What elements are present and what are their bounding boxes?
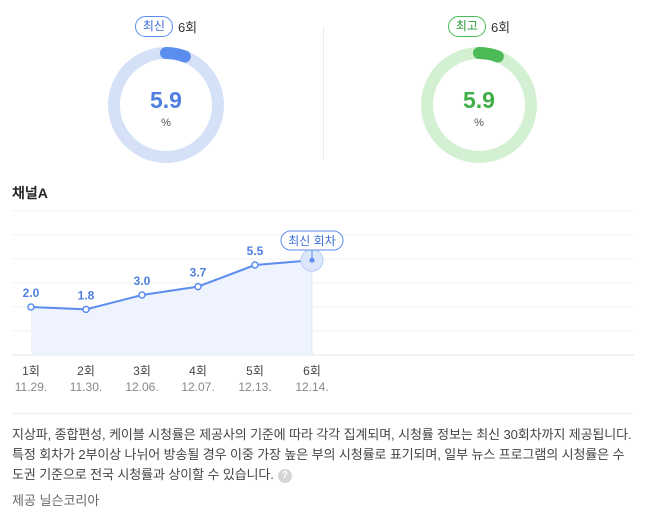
peak-value: 5.9 <box>463 87 495 113</box>
x-tick-label: 2회 <box>77 364 95 378</box>
series-area <box>31 260 312 355</box>
note-divider <box>12 413 634 414</box>
data-label: 3.0 <box>134 274 151 288</box>
latest-rating: 최신 6회 5.9 % <box>66 12 266 167</box>
latest-badge: 최신 <box>134 16 173 37</box>
x-tick-label: 3회 <box>133 364 151 378</box>
x-date-label: 11.29. <box>15 380 47 394</box>
data-provider: 제공 닐슨코리아 <box>12 493 100 508</box>
peak-unit: % <box>474 117 484 129</box>
latest-unit: % <box>161 117 171 129</box>
data-point <box>194 282 202 291</box>
x-tick-label: 6회 <box>303 364 321 378</box>
help-icon[interactable]: ? <box>277 468 292 483</box>
x-tick-label: 5회 <box>246 364 264 378</box>
data-label: 1.8 <box>78 288 95 302</box>
data-point <box>309 257 315 263</box>
data-point <box>82 305 90 314</box>
x-date-label: 12.14. <box>295 380 328 394</box>
data-point <box>251 261 259 269</box>
rating-note: 지상파, 종합편성, 케이블 시청률은 제공사의 기준에 따라 각각 집계되며,… <box>12 425 636 485</box>
x-date-label: 12.13. <box>238 380 271 394</box>
peak-rating: 최고 6회 5.9 % <box>379 12 579 167</box>
latest-episode: 6회 <box>177 20 198 35</box>
latest-ring <box>108 47 224 163</box>
data-label: 2.0 <box>23 286 40 300</box>
latest-value: 5.9 <box>150 87 182 113</box>
peak-badge: 최고 <box>447 16 486 37</box>
rating-chart: 2.0 1회 11.29. 1.8 2회 11.30. 3.0 3회 12.06. 3.7 4회 12… <box>12 210 634 394</box>
peak-ring <box>421 47 537 163</box>
data-label: 5.5 <box>247 244 264 258</box>
ring-divider <box>323 26 324 160</box>
annotation-label: 최신 회차 <box>288 234 336 248</box>
data-point <box>27 303 35 311</box>
x-date-label: 11.30. <box>70 380 102 394</box>
data-point <box>138 291 146 299</box>
channel-title: 채널A <box>12 185 48 201</box>
annotation-badge <box>280 230 344 251</box>
latest-ring-progress <box>160 47 191 63</box>
rating-note-text: 지상파, 종합편성, 케이블 시청률은 제공사의 기준에 따라 각각 집계되며,… <box>12 427 632 482</box>
series-line <box>30 259 313 311</box>
peak-ring-progress <box>473 47 504 63</box>
data-label: 3.7 <box>190 266 207 280</box>
x-tick-label: 4회 <box>189 364 207 378</box>
x-date-label: 12.07. <box>181 380 214 394</box>
rating-summary: 최신 6회 5.9 % 최고 6회 5.9 % <box>0 0 654 170</box>
x-tick-label: 1회 <box>22 364 40 378</box>
x-date-label: 12.06. <box>125 380 158 394</box>
peak-episode: 6회 <box>490 20 511 35</box>
